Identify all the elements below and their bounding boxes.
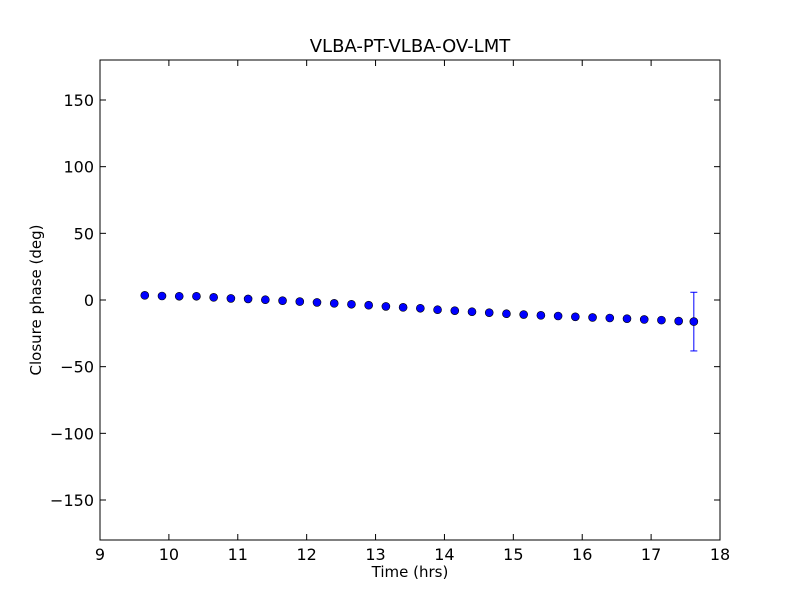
data-point [140, 291, 150, 300]
data-point [329, 299, 339, 308]
data-point [209, 293, 218, 302]
data-point [484, 308, 494, 317]
x-tick-label: 10 [159, 545, 179, 564]
ticks: 9 10 11 12 13 14 15 16 17 18 −150 −100 −50 0 50 100 150 [50, 60, 730, 564]
y-tick-label: 0 [84, 291, 94, 310]
data-point [519, 310, 528, 319]
data-point [243, 294, 253, 304]
data-point [605, 313, 615, 323]
x-tick-label: 13 [365, 545, 385, 564]
data-point [312, 298, 322, 307]
data-point [536, 311, 546, 320]
data-point [571, 312, 580, 322]
y-tick-label: −100 [50, 424, 94, 443]
y-tick-label: −50 [60, 358, 94, 377]
data-point [295, 297, 305, 306]
data-point [174, 291, 184, 301]
data-point [467, 307, 477, 317]
data-point [657, 315, 666, 325]
data-point [588, 313, 597, 322]
data-point [450, 306, 460, 315]
x-tick-label: 14 [434, 545, 454, 564]
y-tick-label: −150 [50, 491, 94, 510]
x-tick-label: 9 [95, 545, 105, 564]
x-axis-label: Time (hrs) [371, 563, 449, 581]
data-point [689, 317, 699, 326]
data-point [192, 291, 201, 301]
y-tick-label: 100 [63, 158, 94, 177]
data-point [347, 299, 356, 309]
data-point [278, 296, 287, 305]
y-tick-label: 150 [63, 91, 94, 110]
y-tick-label: 50 [74, 224, 94, 243]
data-point [553, 311, 563, 321]
x-tick-label: 18 [710, 545, 730, 564]
x-tick-label: 12 [296, 545, 316, 564]
data-point [364, 300, 373, 310]
chart-title: VLBA-PT-VLBA-OV-LMT [310, 36, 512, 57]
data-point [639, 315, 649, 324]
y-axis-label: Closure phase (deg) [27, 225, 45, 376]
data-point [226, 294, 236, 303]
x-tick-label: 15 [503, 545, 523, 564]
x-tick-label: 16 [572, 545, 592, 564]
data-point [416, 303, 425, 313]
data-point [261, 295, 270, 305]
x-tick-label: 11 [228, 545, 248, 564]
data-point [433, 305, 442, 315]
data-point [157, 291, 167, 301]
data-point [398, 303, 408, 312]
x-tick-label: 17 [641, 545, 661, 564]
data-point [674, 316, 683, 326]
data-point [381, 302, 391, 311]
data-point [622, 314, 632, 323]
plot-area [140, 291, 699, 352]
data-point [502, 309, 511, 319]
